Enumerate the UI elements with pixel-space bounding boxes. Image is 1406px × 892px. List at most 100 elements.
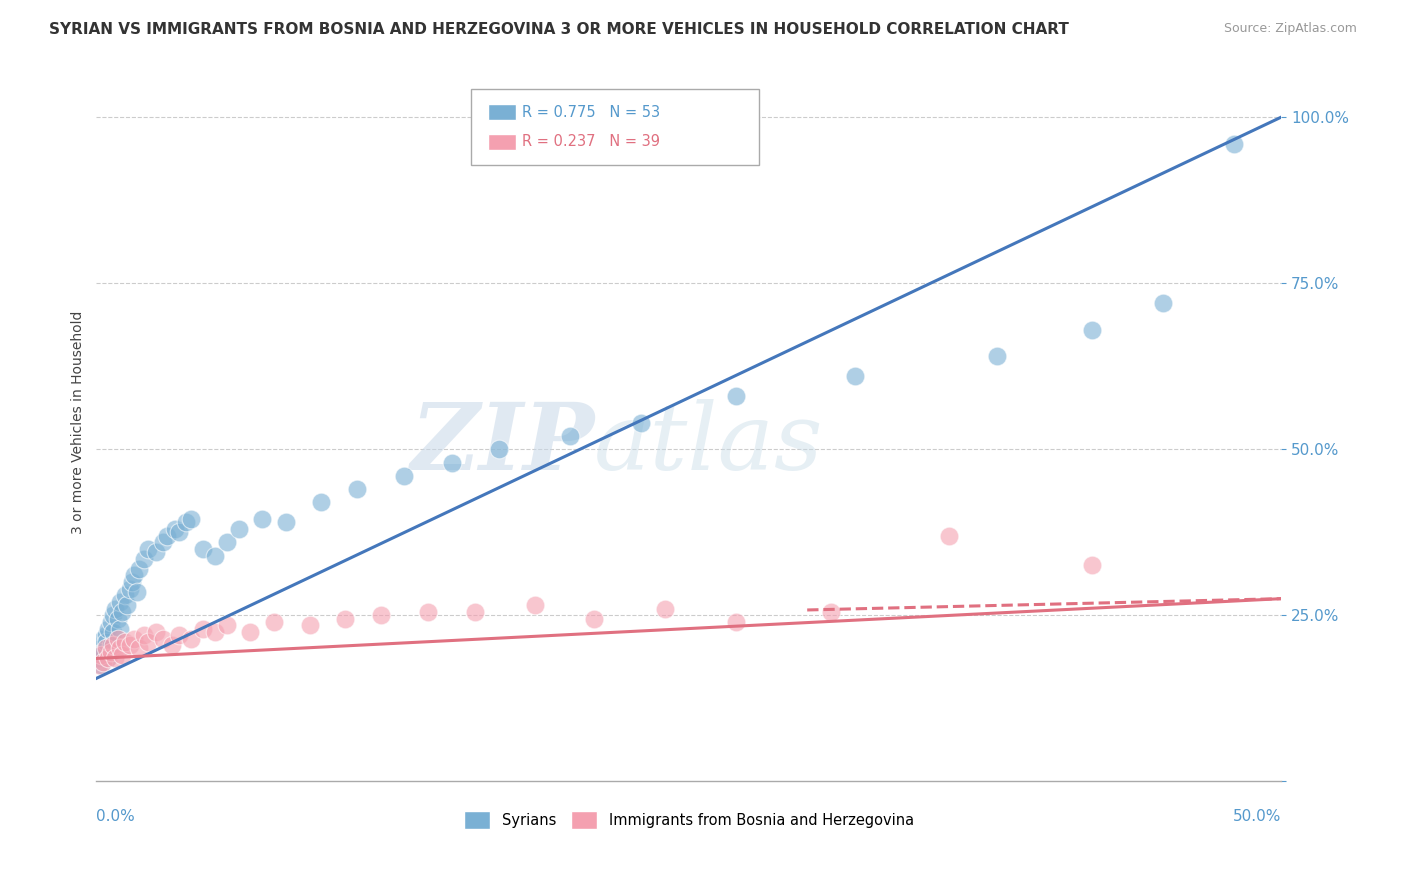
Y-axis label: 3 or more Vehicles in Household: 3 or more Vehicles in Household [72, 311, 86, 534]
Point [938, 528, 960, 542]
Point [108, 595, 131, 609]
Point [108, 622, 131, 636]
Point [1080, 323, 1102, 337]
Point [93, 655, 115, 669]
Point [104, 651, 127, 665]
Point [346, 482, 368, 496]
Point [107, 632, 129, 646]
Point [87, 658, 110, 673]
Point [239, 624, 262, 639]
Point [630, 416, 652, 430]
Point [820, 605, 842, 619]
Legend: Syrians, Immigrants from Bosnia and Herzegovina: Syrians, Immigrants from Bosnia and Herz… [458, 805, 920, 835]
Point [152, 632, 174, 646]
Point [311, 495, 333, 509]
Point [118, 582, 141, 596]
Point [90, 648, 112, 662]
Point [138, 635, 160, 649]
Text: 50.0%: 50.0% [1233, 809, 1281, 823]
Point [394, 468, 416, 483]
Text: Source: ZipAtlas.com: Source: ZipAtlas.com [1223, 22, 1357, 36]
Point [115, 599, 138, 613]
Point [204, 549, 226, 563]
Point [370, 608, 392, 623]
Point [104, 601, 127, 615]
Point [180, 632, 202, 646]
Point [87, 651, 110, 665]
Point [416, 605, 439, 619]
Point [228, 522, 250, 536]
Point [215, 535, 238, 549]
Point [263, 615, 285, 629]
Point [169, 525, 191, 540]
Point [107, 611, 129, 625]
Point [1152, 296, 1174, 310]
Point [101, 638, 124, 652]
Point [464, 605, 486, 619]
Point [725, 389, 748, 403]
Point [488, 442, 510, 457]
Point [122, 632, 145, 646]
Point [93, 632, 115, 646]
Point [725, 615, 748, 629]
Point [90, 658, 112, 673]
Point [114, 588, 136, 602]
Point [440, 456, 463, 470]
Point [128, 562, 150, 576]
Point [100, 615, 122, 629]
Point [114, 635, 136, 649]
Point [1080, 558, 1102, 573]
Point [122, 568, 145, 582]
Point [94, 628, 117, 642]
Point [128, 641, 150, 656]
Point [138, 541, 160, 556]
Point [108, 641, 131, 656]
Point [844, 369, 866, 384]
Text: atlas: atlas [593, 400, 824, 489]
Point [986, 349, 1008, 363]
Point [132, 628, 155, 642]
Point [111, 605, 134, 619]
Point [97, 622, 120, 636]
Point [191, 622, 214, 636]
Point [145, 624, 167, 639]
Point [333, 611, 356, 625]
Text: SYRIAN VS IMMIGRANTS FROM BOSNIA AND HERZEGOVINA 3 OR MORE VEHICLES IN HOUSEHOLD: SYRIAN VS IMMIGRANTS FROM BOSNIA AND HER… [49, 22, 1069, 37]
Point [101, 608, 124, 623]
Point [111, 648, 134, 662]
Point [163, 522, 186, 536]
Text: ZIP: ZIP [409, 400, 593, 489]
Point [250, 512, 273, 526]
Point [125, 585, 148, 599]
Text: R = 0.775   N = 53: R = 0.775 N = 53 [522, 105, 659, 120]
Point [90, 641, 112, 656]
Point [100, 645, 122, 659]
Point [101, 624, 124, 639]
Point [560, 429, 582, 443]
Point [100, 638, 122, 652]
Point [176, 516, 198, 530]
Point [97, 651, 120, 665]
Point [132, 551, 155, 566]
Point [180, 512, 202, 526]
Point [298, 618, 321, 632]
Point [654, 601, 676, 615]
Point [121, 575, 143, 590]
Point [156, 528, 179, 542]
Point [204, 624, 226, 639]
Point [94, 641, 117, 656]
Point [1222, 136, 1244, 151]
Text: R = 0.237   N = 39: R = 0.237 N = 39 [522, 135, 659, 149]
Point [191, 541, 214, 556]
Point [93, 645, 115, 659]
Point [152, 535, 174, 549]
Point [94, 635, 117, 649]
Point [97, 651, 120, 665]
Point [145, 545, 167, 559]
Point [169, 628, 191, 642]
Point [118, 638, 141, 652]
Point [523, 599, 546, 613]
Point [274, 516, 297, 530]
Point [215, 618, 238, 632]
Point [160, 638, 183, 652]
